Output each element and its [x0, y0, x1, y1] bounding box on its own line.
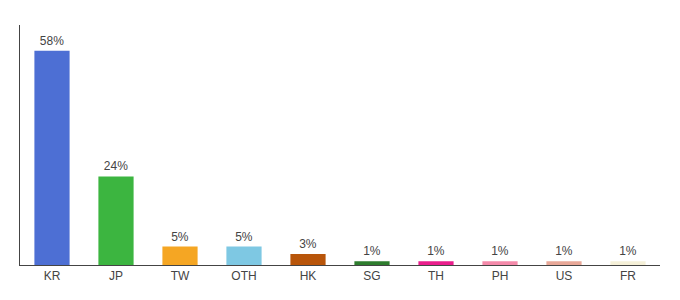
svg-text:3%: 3% — [299, 237, 317, 251]
svg-text:KR: KR — [44, 269, 61, 283]
svg-text:OTH: OTH — [231, 269, 256, 283]
svg-text:PH: PH — [492, 269, 509, 283]
svg-text:58%: 58% — [40, 34, 64, 48]
svg-text:1%: 1% — [491, 244, 509, 258]
svg-text:24%: 24% — [104, 159, 128, 173]
svg-text:1%: 1% — [555, 244, 573, 258]
svg-text:TH: TH — [428, 269, 444, 283]
svg-text:5%: 5% — [235, 230, 253, 244]
svg-text:HK: HK — [300, 269, 317, 283]
svg-text:1%: 1% — [427, 244, 445, 258]
svg-text:FR: FR — [620, 269, 636, 283]
svg-text:1%: 1% — [363, 244, 381, 258]
svg-text:JP: JP — [109, 269, 123, 283]
svg-text:1%: 1% — [619, 244, 637, 258]
svg-text:SG: SG — [363, 269, 380, 283]
svg-text:TW: TW — [171, 269, 190, 283]
svg-text:US: US — [556, 269, 573, 283]
svg-text:5%: 5% — [171, 230, 189, 244]
